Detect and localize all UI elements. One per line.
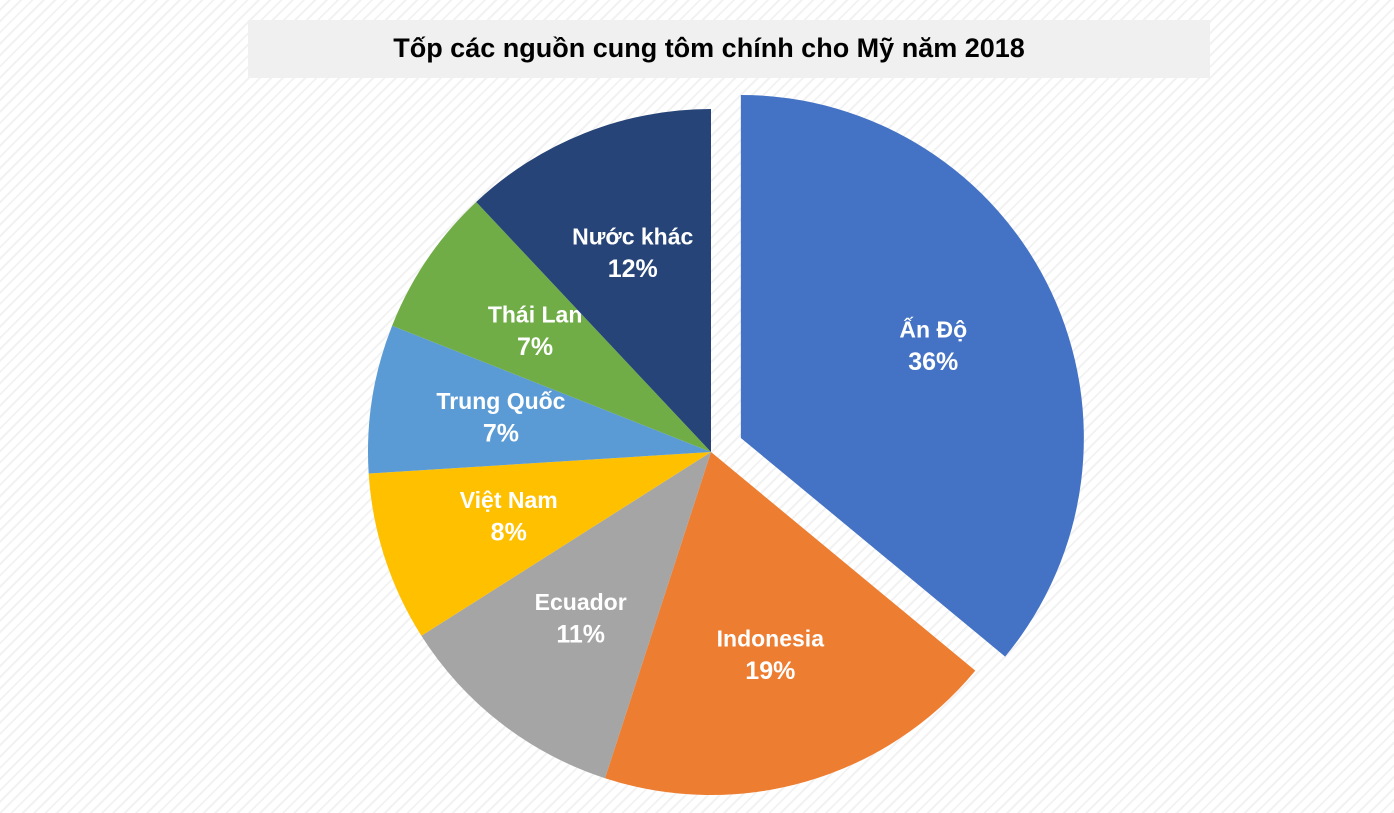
pie-slice — [368, 325, 711, 474]
slice-name: Trung Quốc — [436, 388, 565, 414]
slice-name: Nước khác — [572, 223, 693, 249]
pie-slice — [605, 452, 976, 795]
slice-name: Ấn Độ — [899, 315, 967, 342]
slice-value-label: 12% — [608, 255, 658, 283]
slice-value-label: 36% — [908, 348, 958, 376]
pie-slice — [476, 109, 711, 452]
slice-name: Thái Lan — [488, 302, 583, 328]
title-bar — [248, 20, 1210, 78]
slice-value-label: 11% — [556, 621, 605, 649]
pie-slice — [368, 452, 711, 636]
slice-value-label: 8% — [491, 518, 527, 546]
chart-title: Tốp các nguồn cung tôm chính cho Mỹ năm … — [393, 33, 1025, 63]
slice-name: Việt Nam — [460, 487, 558, 513]
slice-name: Indonesia — [717, 625, 825, 651]
slice-value-label: 19% — [745, 657, 795, 685]
pie-slice — [421, 452, 711, 779]
slice-value-label: 7% — [517, 333, 553, 361]
pie-slice — [740, 94, 1084, 657]
slice-name: Ecuador — [535, 589, 627, 615]
pie-slice — [392, 201, 711, 452]
slice-value-label: 7% — [483, 419, 519, 447]
